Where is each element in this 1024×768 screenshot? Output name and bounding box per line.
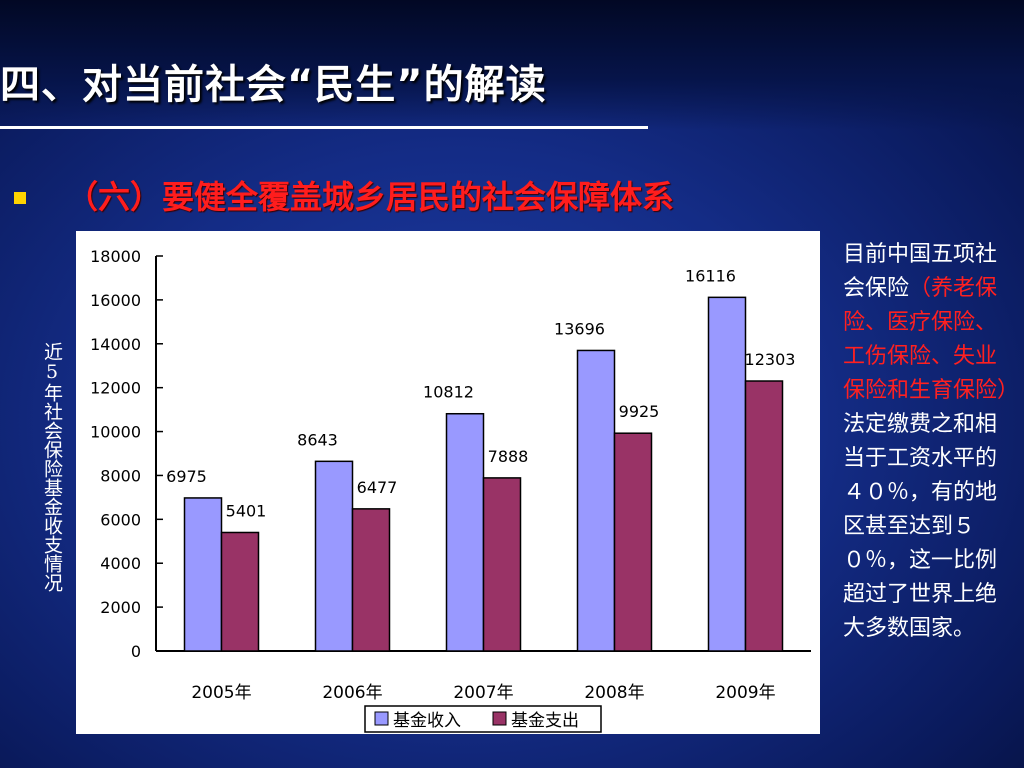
income-bar — [314, 460, 354, 652]
x-category-label: 2005年 — [191, 683, 251, 703]
legend-income-swatch — [374, 711, 389, 726]
income-data-label: 6975 — [166, 467, 207, 486]
y-tick-label: 18000 — [90, 247, 141, 266]
expense-data-label: 7888 — [488, 447, 529, 466]
side-note: 目前中国五项社会保险（养老保险、医疗保险、工伤保险、失业保险和生育保险）法定缴费… — [843, 238, 1019, 646]
y-tick-label: 6000 — [100, 510, 141, 529]
expense-bar — [744, 380, 784, 652]
x-category-label: 2006年 — [322, 683, 382, 703]
income-bar — [445, 412, 485, 652]
legend-expense-label: 基金支出 — [511, 711, 579, 731]
y-tick-label: 16000 — [90, 291, 141, 310]
legend-box — [364, 705, 602, 733]
side-note-insurance-list: （养老保险、医疗保险、工伤保险、失业保险和生育保险） — [843, 276, 1020, 403]
legend-expense-swatch — [492, 711, 507, 726]
y-tick-label: 0 — [131, 642, 141, 661]
y-tick-label: 2000 — [100, 598, 141, 617]
bullet-square-icon — [14, 192, 26, 204]
title-underline — [0, 126, 648, 129]
expense-bar — [613, 432, 653, 652]
y-tick-label: 8000 — [100, 466, 141, 485]
title-band — [0, 0, 1024, 130]
expense-bar — [220, 531, 260, 652]
income-bar — [183, 497, 223, 652]
income-data-label: 16116 — [685, 266, 736, 285]
chart-panel: 0 2000 4000 6000 8000 10000 12000 14000 16000 180… — [76, 231, 820, 734]
legend-income-label: 基金收入 — [393, 711, 461, 731]
income-data-label: 10812 — [423, 383, 474, 402]
income-data-label: 13696 — [554, 319, 605, 338]
expense-data-label: 5401 — [226, 501, 267, 520]
bar-chart: 0 2000 4000 6000 8000 10000 12000 14000 16000 180… — [90, 247, 811, 733]
section-subtitle: （六）要健全覆盖城乡居民的社会保障体系 — [66, 178, 675, 216]
side-note-conclusion: 法定缴费之和相当于工资水平的４０％，有的地区甚至达到５０％，这一比例超过了世界上… — [843, 412, 998, 641]
x-category-label: 2009年 — [715, 683, 775, 703]
side-note-intro: 目前中国五项社会保险 — [843, 242, 998, 301]
x-category-label: 2008年 — [584, 683, 644, 703]
page-title: 四、对当前社会“民生”的解读 — [0, 62, 547, 108]
income-bar — [576, 349, 616, 652]
y-tick-label: 12000 — [90, 379, 141, 398]
chart-vertical-caption: 近5年社会保险基金收支情况 — [41, 342, 63, 592]
expense-bar — [351, 508, 391, 652]
y-tick-label: 14000 — [90, 335, 141, 354]
income-bar — [707, 296, 747, 652]
x-category-label: 2007年 — [453, 683, 513, 703]
y-tick-label: 10000 — [90, 423, 141, 442]
income-data-label: 8643 — [297, 430, 338, 449]
expense-bar — [482, 477, 522, 652]
expense-data-label: 12303 — [745, 350, 796, 369]
expense-data-label: 9925 — [619, 402, 660, 421]
y-tick-label: 4000 — [100, 554, 141, 573]
expense-data-label: 6477 — [357, 478, 398, 497]
